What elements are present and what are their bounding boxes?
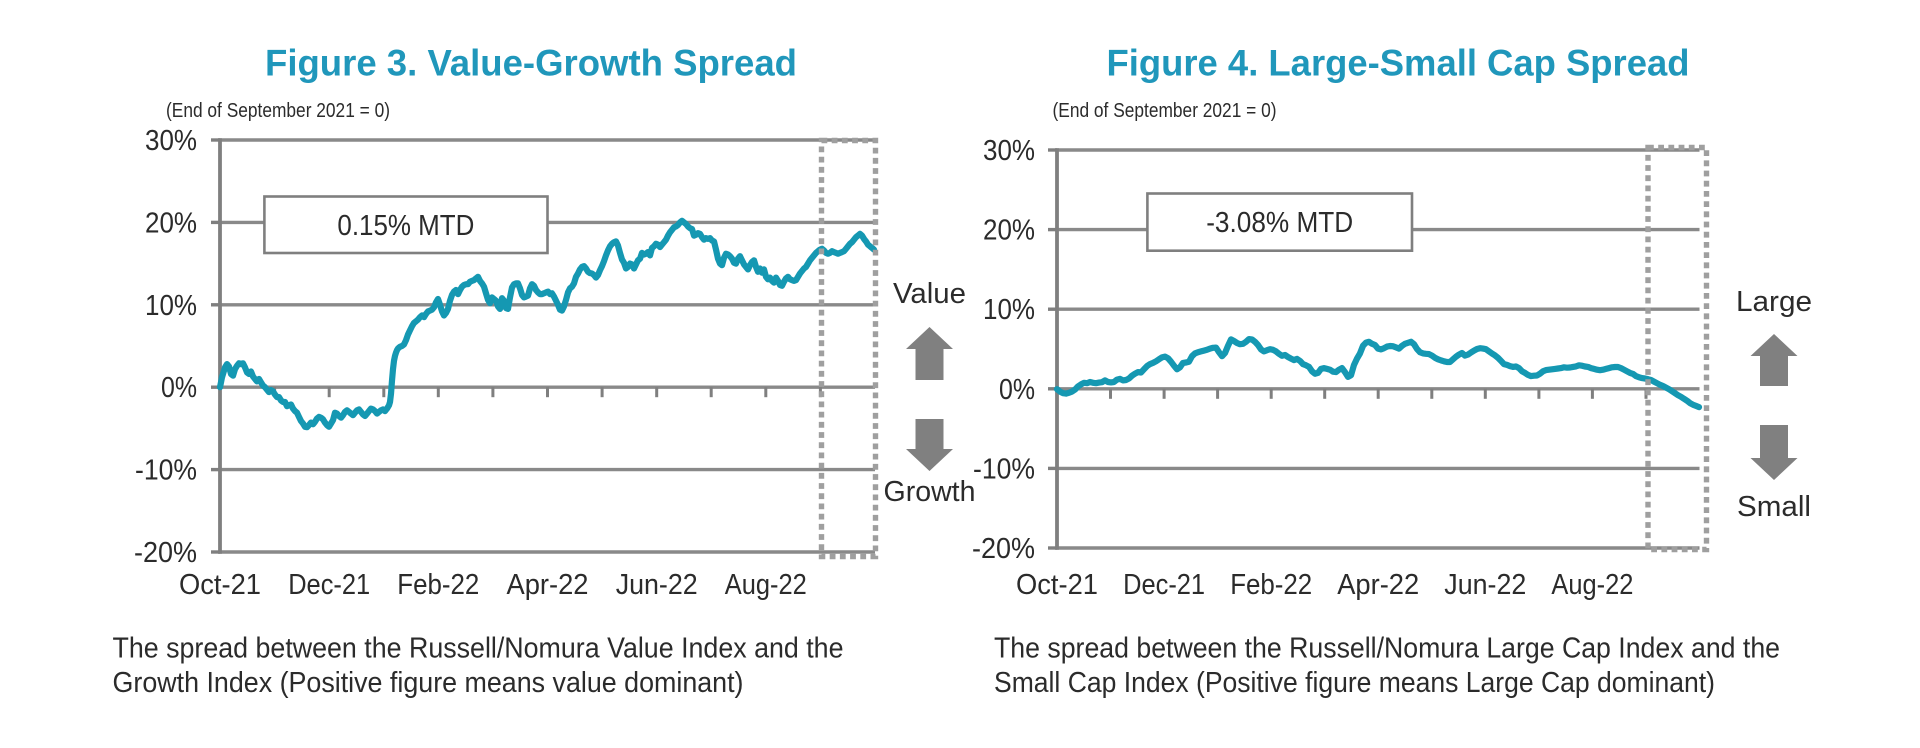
svg-text:-10%: -10% <box>135 455 197 487</box>
svg-text:0%: 0% <box>161 372 197 404</box>
svg-text:30%: 30% <box>145 125 197 157</box>
svg-text:Apr-22: Apr-22 <box>507 569 589 601</box>
svg-text:0%: 0% <box>999 374 1035 406</box>
svg-text:Growth Index (Positive figure: Growth Index (Positive figure means valu… <box>113 667 744 699</box>
svg-text:Value: Value <box>893 278 966 310</box>
svg-text:Feb-22: Feb-22 <box>1230 569 1312 601</box>
svg-text:Feb-22: Feb-22 <box>397 569 479 601</box>
svg-text:10%: 10% <box>983 294 1035 326</box>
svg-text:The spread between the Russell: The spread between the Russell/Nomura La… <box>994 633 1780 665</box>
svg-text:30%: 30% <box>983 135 1035 167</box>
svg-text:-3.08% MTD: -3.08% MTD <box>1206 207 1353 239</box>
svg-text:Aug-22: Aug-22 <box>725 569 807 601</box>
svg-text:20%: 20% <box>145 207 197 239</box>
svg-text:Figure 3. Value-Growth Spread: Figure 3. Value-Growth Spread <box>265 43 797 84</box>
svg-text:10%: 10% <box>145 290 197 322</box>
svg-text:20%: 20% <box>983 215 1035 247</box>
svg-text:Aug-22: Aug-22 <box>1551 569 1633 601</box>
svg-text:Small Cap Index (Positive figu: Small Cap Index (Positive figure means L… <box>994 667 1715 699</box>
svg-text:Jun-22: Jun-22 <box>616 569 698 601</box>
svg-text:(End of September 2021 = 0): (End of September 2021 = 0) <box>166 99 390 122</box>
svg-text:0.15% MTD: 0.15% MTD <box>337 210 474 242</box>
svg-text:The spread between the Russell: The spread between the Russell/Nomura Va… <box>113 633 844 665</box>
svg-text:(End of September 2021 = 0): (End of September 2021 = 0) <box>1053 99 1277 122</box>
svg-text:-20%: -20% <box>972 533 1035 565</box>
svg-text:Figure 4. Large-Small Cap Spre: Figure 4. Large-Small Cap Spread <box>1107 43 1690 84</box>
svg-text:-20%: -20% <box>134 537 197 569</box>
svg-text:Jun-22: Jun-22 <box>1444 569 1526 601</box>
svg-text:-10%: -10% <box>973 453 1035 485</box>
svg-text:Growth: Growth <box>884 476 976 508</box>
svg-text:Oct-21: Oct-21 <box>179 569 261 601</box>
svg-text:Oct-21: Oct-21 <box>1016 569 1098 601</box>
svg-text:Small: Small <box>1737 491 1811 523</box>
svg-text:Dec-21: Dec-21 <box>1123 569 1205 601</box>
svg-text:Large: Large <box>1736 286 1812 318</box>
svg-text:Dec-21: Dec-21 <box>288 569 370 601</box>
svg-text:Apr-22: Apr-22 <box>1337 569 1419 601</box>
